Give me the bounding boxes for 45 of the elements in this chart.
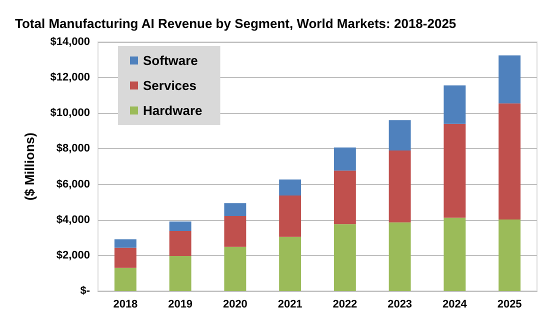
x-tick-label: 2019 [168, 298, 193, 310]
y-axis-title: ($ Millions) [22, 132, 37, 200]
bar [114, 239, 136, 248]
legend-label: Hardware [143, 103, 202, 118]
x-tick-label: 2022 [332, 298, 358, 310]
y-tick-label: $6,000 [56, 178, 90, 190]
bar [224, 246, 246, 291]
bar [279, 179, 302, 196]
bar [388, 150, 411, 222]
bar [388, 120, 411, 150]
legend-label: Services [143, 78, 196, 93]
y-tick-label: $- [80, 285, 90, 297]
bar [169, 221, 192, 232]
bar [498, 103, 521, 220]
bar [444, 218, 466, 291]
y-tick-label: $12,000 [50, 72, 90, 84]
x-tick-label: 2023 [388, 298, 412, 310]
x-tick-label: 2024 [442, 298, 468, 310]
bar [334, 170, 356, 224]
bar [334, 147, 356, 171]
bar [224, 216, 246, 247]
x-tick-label: 2025 [497, 298, 522, 310]
bar [169, 231, 192, 256]
bar [498, 220, 521, 291]
y-tick-label: $14,000 [50, 36, 90, 48]
y-tick-label: $2,000 [56, 249, 90, 262]
x-tick-label: 2020 [222, 298, 248, 310]
bar [279, 236, 302, 291]
x-tick-label: 2021 [278, 298, 302, 310]
legend-label: Software [143, 53, 198, 68]
y-tick-label: $8,000 [56, 142, 90, 155]
bar [279, 195, 302, 237]
bar [169, 256, 192, 291]
bar [498, 55, 521, 104]
bar [444, 85, 466, 124]
x-tick-label: 2018 [113, 298, 138, 310]
bar [224, 203, 246, 216]
bar [444, 124, 466, 218]
y-tick-label: $4,000 [56, 214, 90, 226]
chart-title: Total Manufacturing AI Revenue by Segment, World Markets: 2018-2025 [15, 16, 456, 31]
bar [114, 268, 136, 291]
bar [334, 224, 356, 291]
bar [114, 248, 136, 268]
y-tick-label: $10,000 [50, 107, 90, 120]
bar [388, 222, 411, 291]
